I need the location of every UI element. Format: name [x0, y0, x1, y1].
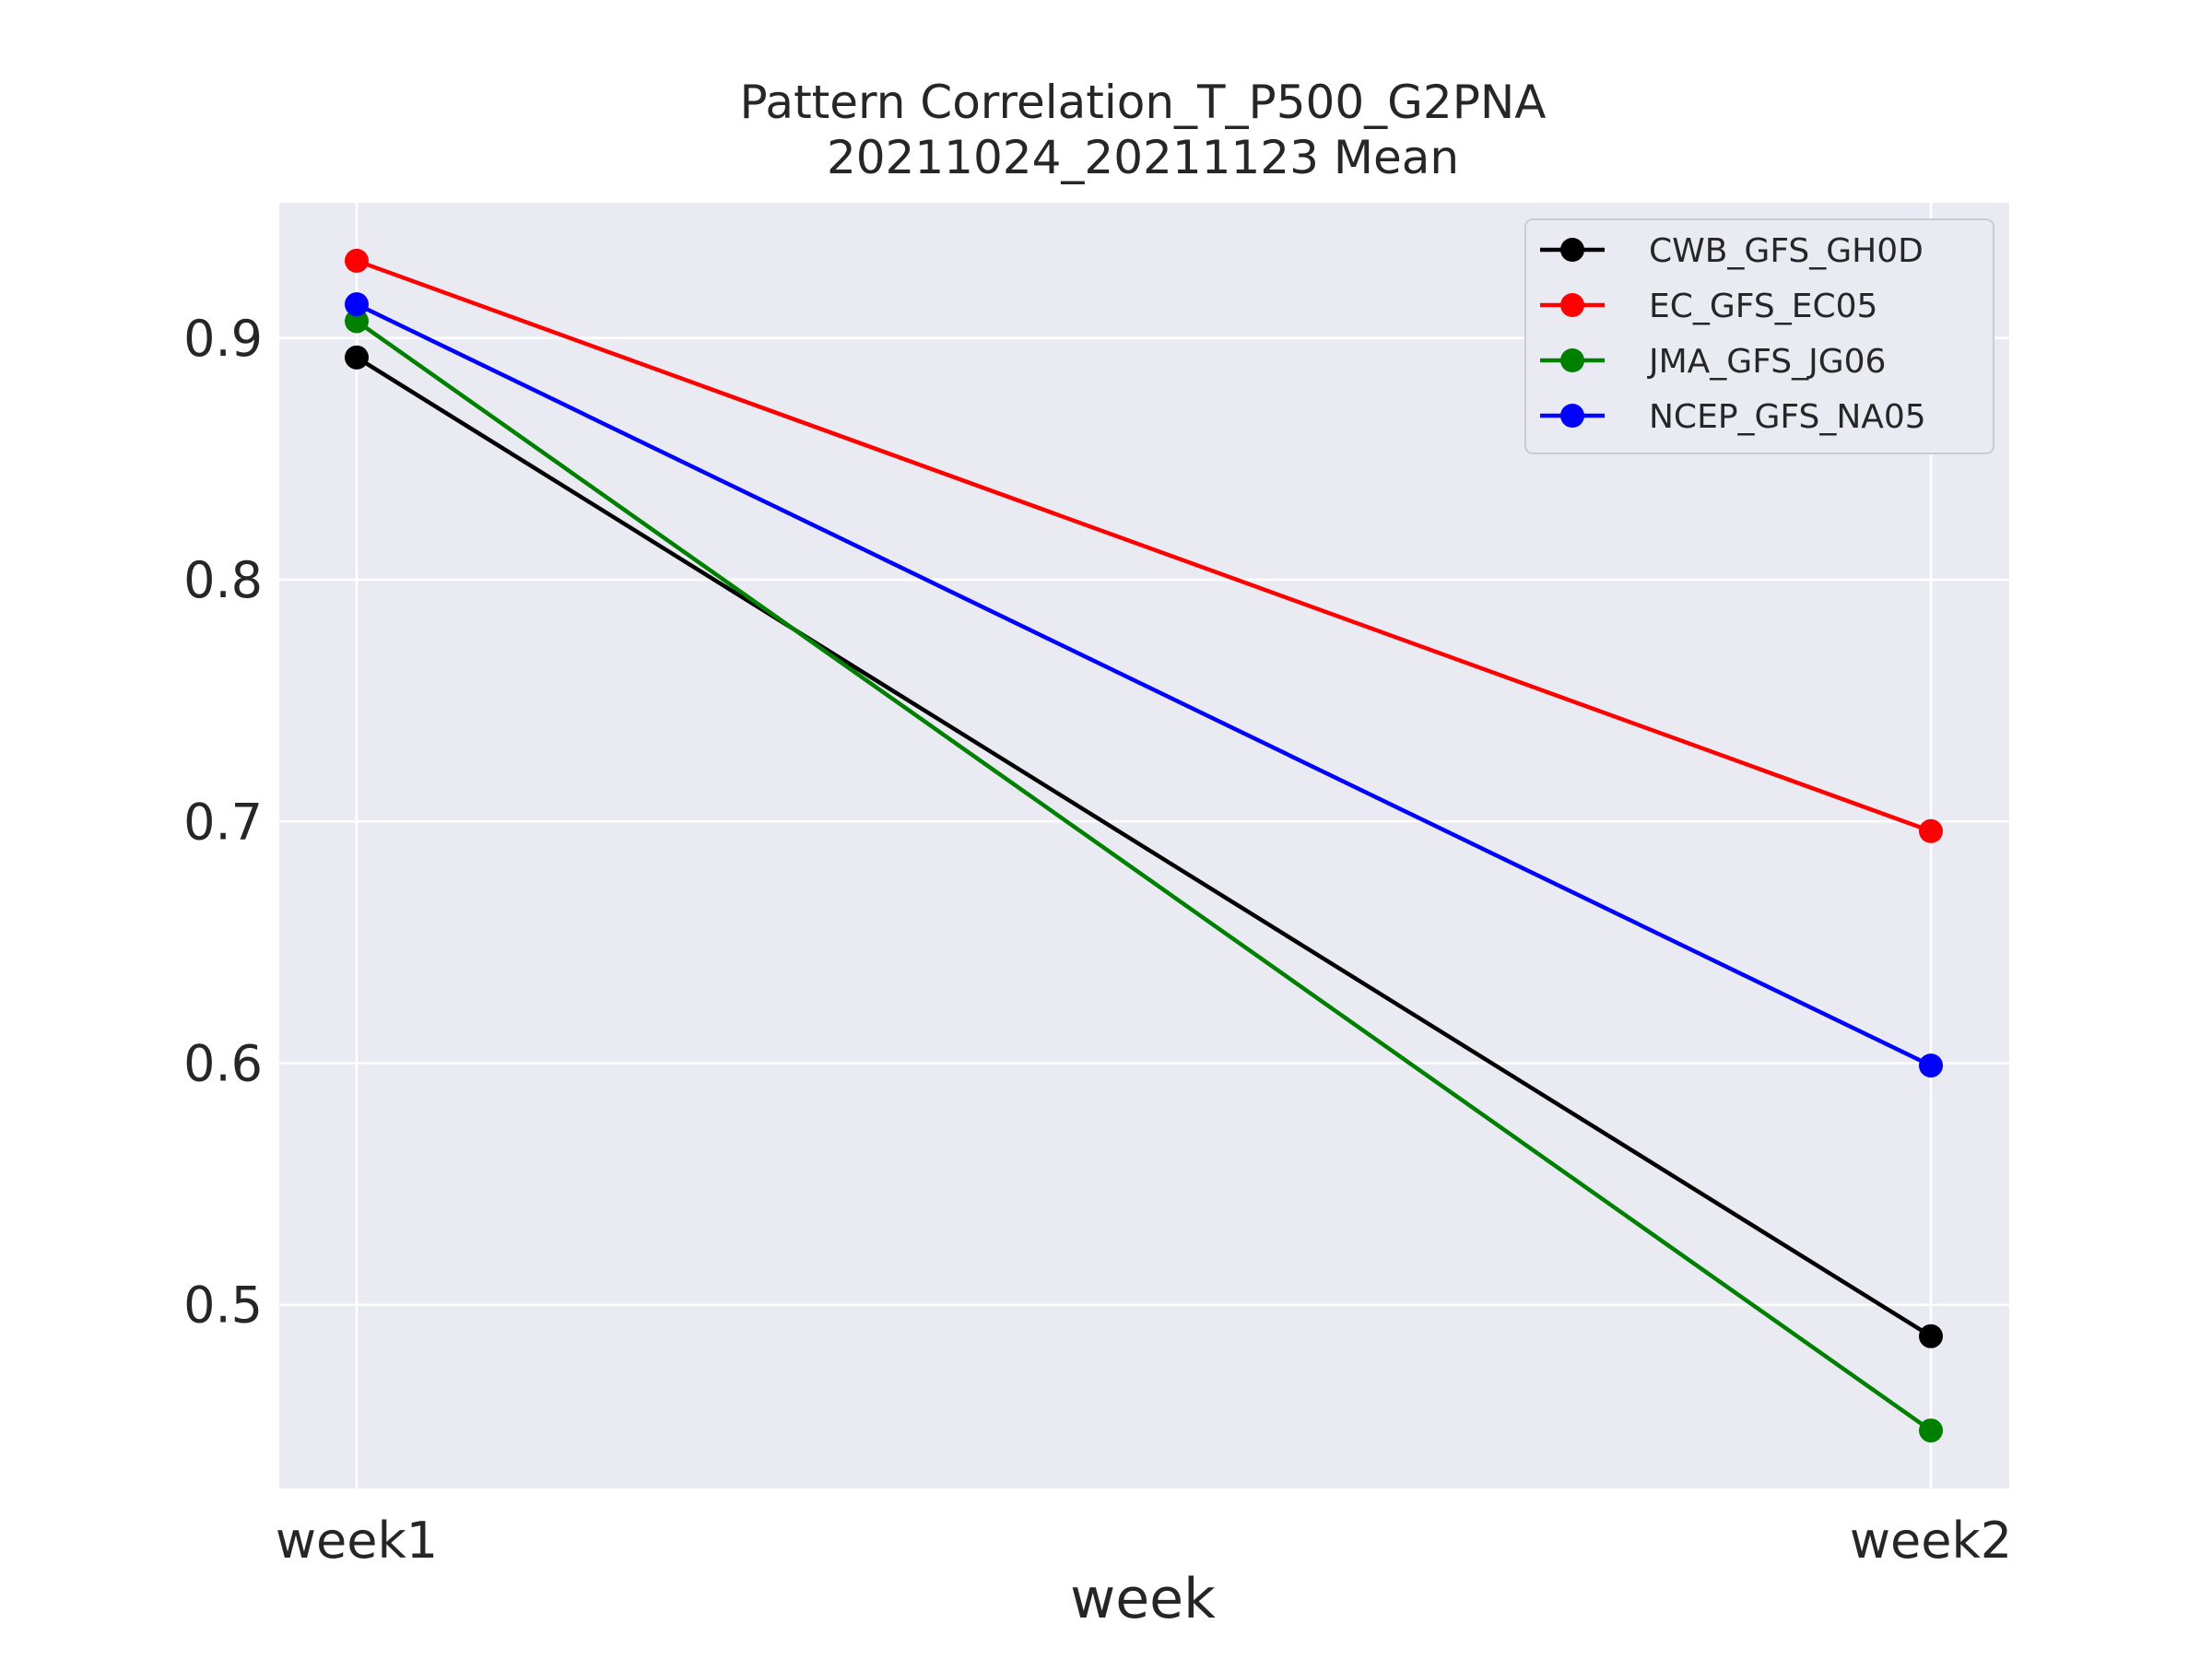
data-point: [1919, 818, 1943, 843]
legend-item: JMA_GFS_JG06: [1540, 343, 1886, 381]
data-point: [1919, 1418, 1943, 1443]
y-tick-label: 0.9: [183, 310, 263, 368]
y-tick-label: 0.5: [183, 1277, 263, 1335]
data-point: [345, 248, 369, 273]
x-axis-ticks: week1 week2: [276, 1512, 2012, 1570]
series-line: [355, 355, 1933, 1338]
data-point: [345, 309, 369, 334]
series: [345, 309, 1943, 1443]
legend-marker: [1560, 348, 1584, 372]
legend-marker: [1560, 293, 1584, 317]
legend-label: EC_GFS_EC05: [1649, 288, 1877, 325]
legend-marker: [1560, 404, 1584, 428]
legend: CWB_GFS_GH0D EC_GFS_EC05 JMA_GFS_JG06 NCEP_…: [1524, 218, 1994, 454]
y-tick-label: 0.6: [183, 1034, 263, 1092]
x-tick-label: week1: [276, 1512, 438, 1570]
series-line: [355, 319, 1933, 1432]
legend-box: [1524, 218, 1994, 454]
y-axis-ticks: 0.5 0.6 0.7 0.8 0.9: [183, 310, 263, 1335]
y-tick-label: 0.8: [183, 551, 263, 609]
data-point: [345, 345, 369, 370]
legend-label: JMA_GFS_JG06: [1647, 343, 1886, 381]
data-point: [1919, 1324, 1943, 1348]
chart-title: Pattern Correlation_T_P500_G2PNA: [740, 76, 1547, 129]
series: [345, 345, 1943, 1348]
chart-subtitle: 20211024_20211123 Mean: [827, 131, 1459, 184]
series: [345, 248, 1943, 843]
data-point: [345, 292, 369, 317]
x-axis-label: week: [1070, 1567, 1216, 1631]
series: [345, 292, 1943, 1078]
legend-item: CWB_GFS_GH0D: [1540, 232, 1924, 270]
x-tick-label: week2: [1850, 1512, 2012, 1570]
legend-item: EC_GFS_EC05: [1540, 288, 1877, 325]
legend-label: NCEP_GFS_NA05: [1649, 398, 1926, 436]
grid: [279, 203, 2009, 1488]
series-line: [356, 258, 1932, 833]
data-point: [1919, 1053, 1943, 1078]
legend-label: CWB_GFS_GH0D: [1649, 232, 1924, 270]
series-group: [345, 248, 1943, 1443]
legend-item: NCEP_GFS_NA05: [1540, 398, 1926, 436]
legend-marker: [1560, 238, 1584, 262]
y-tick-label: 0.7: [183, 793, 263, 851]
series-line: [356, 302, 1932, 1068]
